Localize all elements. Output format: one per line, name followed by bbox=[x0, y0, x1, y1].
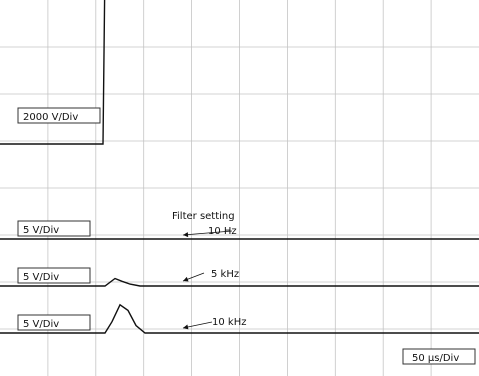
annotation-arrowhead-4 bbox=[183, 324, 189, 330]
trace-line-3 bbox=[0, 277, 479, 287]
annotation-arrowhead-2 bbox=[183, 232, 189, 238]
scale-label-box-3 bbox=[17, 267, 91, 284]
trace-line-1 bbox=[0, 0, 106, 145]
trace-line-4 bbox=[0, 303, 479, 334]
scale-label-2: 5 V/Div bbox=[23, 225, 59, 236]
scale-label-4: 5 V/Div bbox=[23, 319, 59, 330]
scale-label-group: 2000 V/Div 5 V/Div 5 V/Div 5 V/Div bbox=[17, 107, 101, 331]
scale-label-3: 5 V/Div bbox=[23, 272, 59, 283]
scale-label-box-1 bbox=[17, 107, 101, 124]
filter-label-3: 5 kHz bbox=[211, 269, 239, 280]
annotation-arrow-2 bbox=[182, 230, 233, 236]
scale-label-box-2 bbox=[17, 220, 91, 237]
time-per-division-label: 50 µs/Div bbox=[412, 353, 459, 364]
annotation-arrowhead-3 bbox=[183, 276, 189, 282]
filter-label-4: 10 kHz bbox=[212, 317, 246, 328]
scale-label-1: 2000 V/Div bbox=[23, 112, 78, 123]
time-per-division-box bbox=[402, 348, 476, 365]
scale-label-box-4 bbox=[17, 314, 91, 331]
annotation-label: Filter setting bbox=[172, 211, 235, 222]
